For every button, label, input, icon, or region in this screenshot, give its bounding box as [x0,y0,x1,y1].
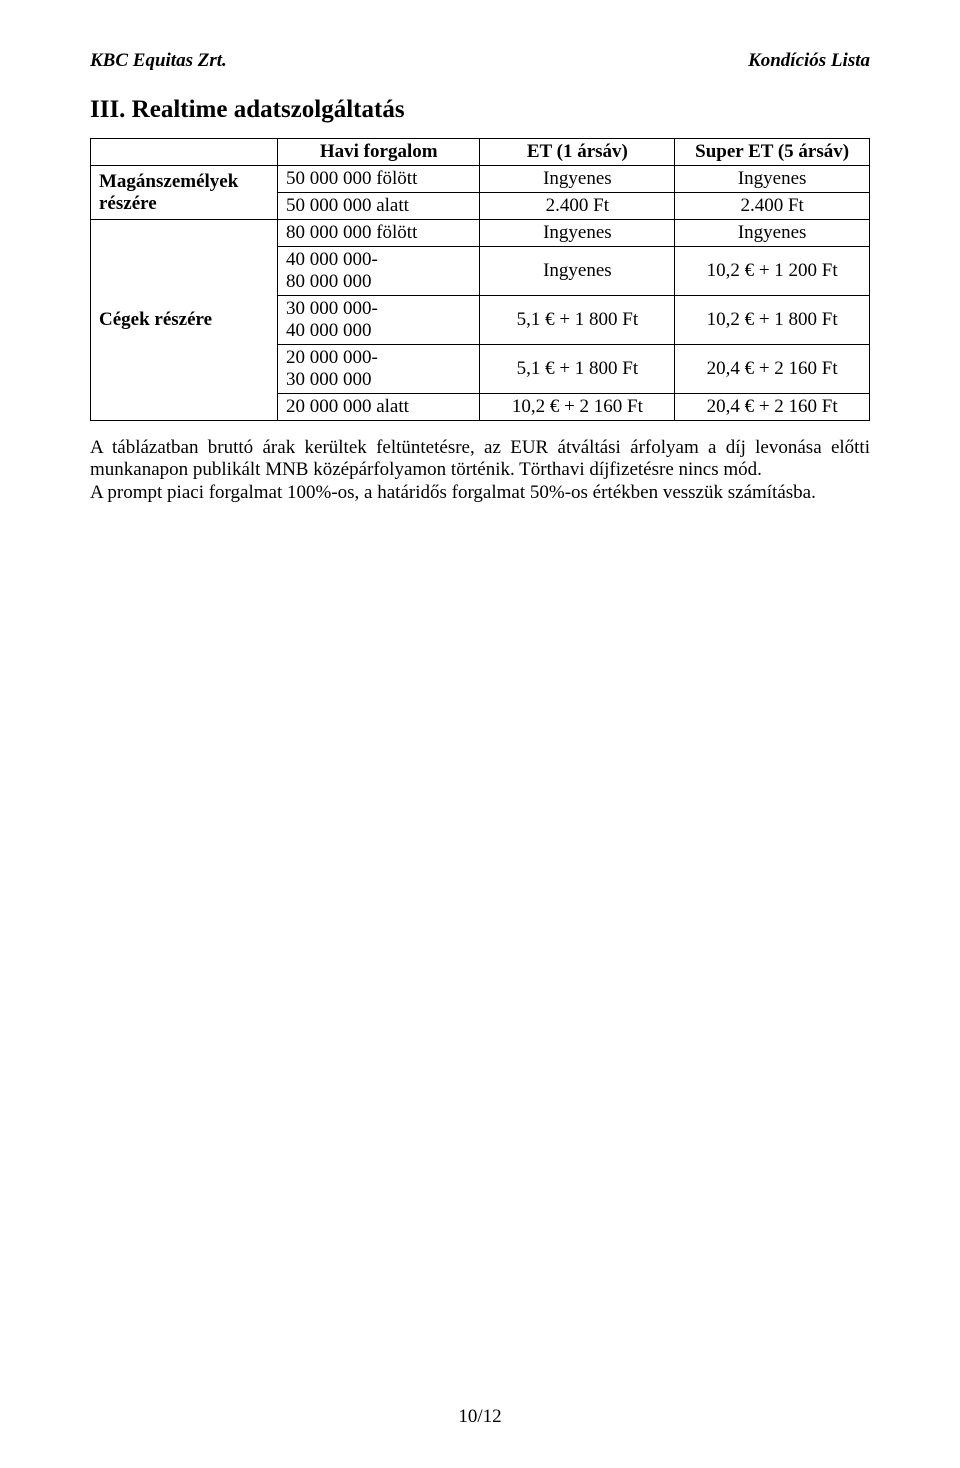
cell-et1: 5,1 € + 1 800 Ft [480,345,675,394]
row-group-label-magan: Magánszemélyek részére [91,166,278,220]
pricing-table: Havi forgalom ET (1 ársáv) Super ET (5 á… [90,138,870,421]
page-number: 10/12 [0,1406,960,1428]
section-title: III. Realtime adatszolgáltatás [90,96,870,124]
table-row: Cégek részére 80 000 000 fölött Ingyenes… [91,220,870,247]
cell-traffic: 50 000 000 fölött [277,166,480,193]
row-group-label-line: részére [99,193,157,214]
cell-et1: Ingyenes [480,247,675,296]
cell-et5: 10,2 € + 1 200 Ft [675,247,870,296]
table-header-et5: Super ET (5 ársáv) [675,139,870,166]
page: KBC Equitas Zrt. Kondíciós Lista III. Re… [0,0,960,1468]
cell-traffic: 80 000 000 fölött [277,220,480,247]
cell-et5: 20,4 € + 2 160 Ft [675,394,870,421]
cell-et5: 20,4 € + 2 160 Ft [675,345,870,394]
cell-traffic: 50 000 000 alatt [277,193,480,220]
cell-et1: 10,2 € + 2 160 Ft [480,394,675,421]
cell-et5: 10,2 € + 1 800 Ft [675,296,870,345]
cell-traffic: 40 000 000-80 000 000 [277,247,480,296]
cell-traffic: 30 000 000-40 000 000 [277,296,480,345]
running-header: KBC Equitas Zrt. Kondíciós Lista [90,50,870,72]
table-header-et1: ET (1 ársáv) [480,139,675,166]
table-header-traffic: Havi forgalom [277,139,480,166]
cell-et5: 2.400 Ft [675,193,870,220]
running-header-right: Kondíciós Lista [748,50,870,72]
row-group-label-line: Magánszemélyek [99,171,238,192]
footnote-p2: A prompt piaci forgalmat 100%-os, a hatá… [90,482,816,503]
cell-et1: 5,1 € + 1 800 Ft [480,296,675,345]
cell-et1: Ingyenes [480,220,675,247]
cell-traffic: 20 000 000 alatt [277,394,480,421]
cell-traffic: 20 000 000-30 000 000 [277,345,480,394]
footnote-p1: A táblázatban bruttó árak kerültek feltü… [90,437,870,480]
cell-et1: Ingyenes [480,166,675,193]
table-header-row: Havi forgalom ET (1 ársáv) Super ET (5 á… [91,139,870,166]
row-group-label-cegek: Cégek részére [91,220,278,421]
running-header-left: KBC Equitas Zrt. [90,50,227,72]
cell-et5: Ingyenes [675,166,870,193]
row-group-label-line: Cégek részére [99,309,212,330]
footnotes: A táblázatban bruttó árak kerültek feltü… [90,437,870,504]
table-header-empty [91,139,278,166]
table-row: Magánszemélyek részére 50 000 000 fölött… [91,166,870,193]
cell-et5: Ingyenes [675,220,870,247]
cell-et1: 2.400 Ft [480,193,675,220]
